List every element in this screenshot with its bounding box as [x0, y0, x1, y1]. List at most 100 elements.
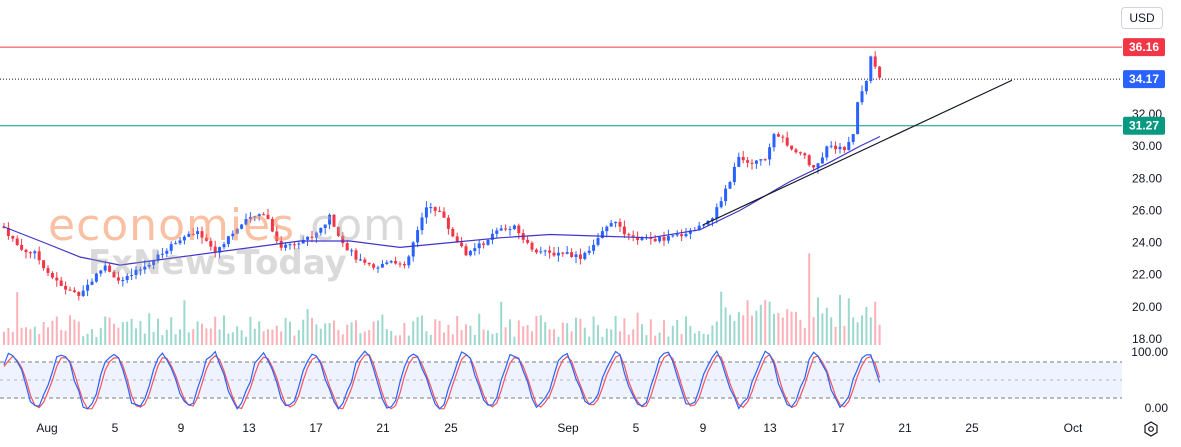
- candle-body: [402, 264, 406, 266]
- candle-body: [583, 252, 587, 259]
- volume-bar: [337, 329, 340, 345]
- stochastic-tick-label: 100.00: [1131, 345, 1168, 359]
- time-tick-label: 13: [242, 421, 256, 435]
- time-tick-label: Aug: [36, 421, 57, 435]
- volume-bar: [803, 327, 806, 345]
- candle-body: [358, 259, 362, 261]
- volume-bar: [148, 313, 151, 345]
- volume-bar: [324, 323, 327, 345]
- volume-bar: [113, 323, 115, 345]
- volume-bar: [108, 317, 111, 345]
- candle-body: [614, 221, 618, 224]
- candle-body: [380, 263, 384, 268]
- volume-bar: [297, 329, 300, 345]
- volume-bar: [821, 313, 824, 345]
- volume-bar: [42, 322, 45, 345]
- volume-bar: [812, 317, 815, 345]
- volume-bar: [623, 318, 626, 345]
- candle-body: [68, 289, 72, 291]
- volume-bar: [363, 331, 366, 345]
- volume-bar: [539, 315, 542, 345]
- volume-bar: [663, 319, 665, 345]
- volume-bar: [526, 325, 529, 345]
- candle-body: [658, 236, 662, 242]
- volume-bar: [399, 335, 401, 345]
- candle-body: [455, 236, 459, 243]
- candle-body: [504, 228, 508, 230]
- candle-body: [499, 228, 503, 231]
- volume-bar: [641, 324, 643, 345]
- volume-bar: [434, 319, 437, 345]
- volume-bar: [130, 318, 133, 345]
- volume-bar: [720, 291, 723, 345]
- candle-body: [763, 159, 767, 161]
- candle-body: [754, 160, 758, 164]
- candle-body: [446, 217, 450, 229]
- volume-bar: [680, 334, 683, 345]
- candle-body: [99, 270, 103, 274]
- volume-bar: [817, 297, 819, 345]
- candle-body: [680, 234, 684, 237]
- volume-bar: [557, 336, 560, 345]
- candle-body: [548, 250, 552, 253]
- volume-bar: [425, 331, 428, 345]
- volume-bar: [20, 327, 23, 345]
- volume-bar: [104, 316, 107, 345]
- volume-bar: [64, 330, 67, 345]
- volume-bar: [223, 315, 225, 345]
- volume-bar: [522, 326, 525, 345]
- volume-bar: [315, 324, 318, 345]
- volume-bar: [658, 332, 661, 345]
- candle-body: [411, 242, 415, 257]
- volume-bar: [429, 334, 432, 345]
- volume-bar: [16, 292, 19, 345]
- candle-body: [737, 156, 741, 167]
- volume-bar: [737, 312, 740, 345]
- candle-body: [741, 156, 745, 161]
- volume-bar: [174, 334, 177, 345]
- time-tick-label: 5: [633, 421, 640, 435]
- volume-bar: [768, 301, 771, 345]
- candle-body: [631, 235, 635, 237]
- candle-body: [288, 244, 292, 246]
- candle-body: [169, 244, 173, 251]
- volume-bar: [764, 299, 767, 345]
- candle-body: [130, 275, 134, 277]
- volume-bar: [702, 333, 705, 345]
- volume-bar: [839, 294, 841, 345]
- volume-bar: [500, 301, 503, 345]
- currency-button[interactable]: USD: [1121, 7, 1163, 29]
- volume-bar: [874, 301, 877, 345]
- candle-body: [160, 253, 164, 255]
- candle-body: [798, 152, 802, 154]
- candle-body: [785, 137, 789, 146]
- volume-bar: [328, 323, 331, 345]
- candle-body: [790, 145, 794, 150]
- candle-body: [152, 260, 156, 265]
- volume-bar: [275, 325, 278, 345]
- candle-body: [253, 216, 257, 218]
- volume-bar: [3, 331, 5, 345]
- candle-body: [420, 217, 424, 231]
- volume-bar: [517, 320, 520, 345]
- volume-bar: [473, 334, 476, 345]
- candle-body: [279, 240, 283, 248]
- candle-body: [468, 251, 472, 256]
- candle-body: [847, 141, 851, 151]
- trendline[interactable]: [702, 79, 1013, 226]
- settings-gear-icon[interactable]: [1142, 420, 1160, 438]
- candle-body: [750, 162, 754, 164]
- candle-body: [596, 238, 600, 245]
- candle-body: [592, 244, 596, 251]
- candle-body: [112, 271, 116, 278]
- candle-body: [398, 263, 402, 265]
- volume-bar: [777, 312, 780, 345]
- volume-bar: [33, 326, 36, 345]
- volume-bar: [707, 334, 709, 345]
- volume-bar: [755, 310, 758, 345]
- candle-body: [556, 252, 560, 256]
- candle-body: [138, 269, 142, 271]
- volume-bar: [671, 325, 674, 345]
- volume-bar: [218, 329, 221, 345]
